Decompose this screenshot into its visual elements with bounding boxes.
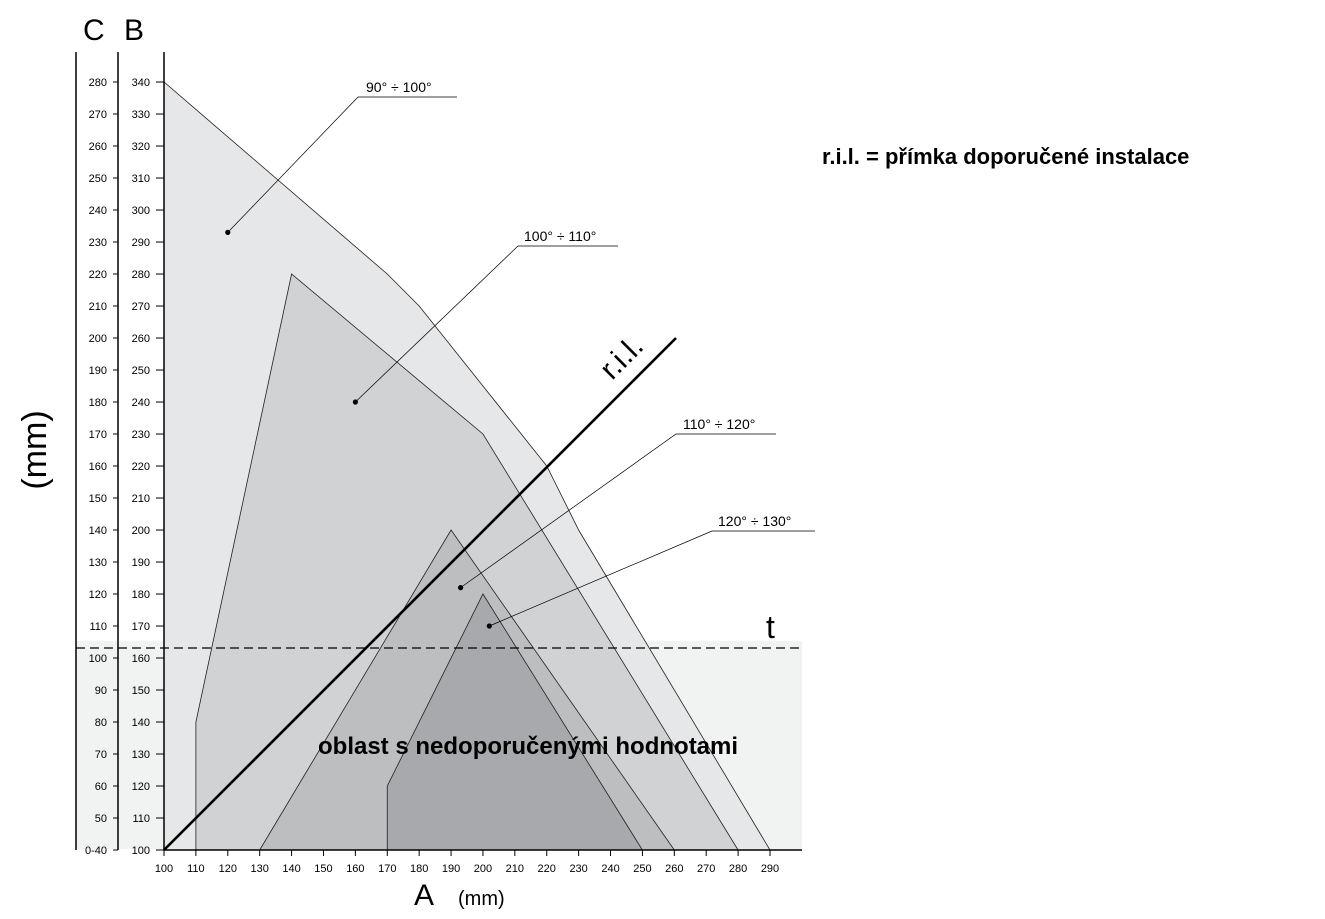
b-tick-label: 140 (132, 717, 150, 729)
b-tick-label: 320 (132, 141, 150, 153)
c-tick-label: 240 (89, 205, 107, 217)
c-tick-label: 180 (89, 397, 107, 409)
b-tick-label: 160 (132, 653, 150, 665)
callout-leader (227, 96, 457, 233)
b-tick-label: 240 (132, 397, 150, 409)
c-tick-label: 160 (89, 461, 107, 473)
c-tick-label: 280 (89, 77, 107, 89)
c-tick-label: 250 (89, 173, 107, 185)
a-tick-label: 200 (474, 863, 492, 875)
b-tick-label: 110 (132, 813, 150, 825)
b-tick-label: 330 (132, 109, 150, 121)
c-tick-label: 220 (89, 269, 107, 281)
b-tick-label: 130 (132, 749, 150, 761)
b-tick-label: 170 (132, 621, 150, 633)
b-tick-label: 290 (132, 237, 150, 249)
c-tick-label: 140 (89, 525, 107, 537)
a-tick-label: 150 (314, 863, 332, 875)
a-tick-label: 290 (761, 863, 779, 875)
c-tick-label: 270 (89, 109, 107, 121)
b-tick-label: 100 (132, 845, 150, 857)
threshold-label: t (766, 609, 775, 645)
c-tick-label: 60 (95, 781, 107, 793)
b-tick-label: 180 (132, 589, 150, 601)
legend-note: r.i.l. = přímka doporučené instalace (822, 144, 1189, 169)
c-tick-label: 170 (89, 429, 107, 441)
a-tick-label: 280 (729, 863, 747, 875)
b-tick-label: 120 (132, 781, 150, 793)
b-tick-label: 250 (132, 365, 150, 377)
axis-a-letter: A (414, 879, 434, 912)
c-tick-label: 90 (95, 685, 107, 697)
b-tick-label: 280 (132, 269, 150, 281)
b-tick-label: 310 (132, 173, 150, 185)
callout-leader (355, 245, 618, 403)
callout-label: 90° ÷ 100° (366, 79, 432, 95)
axis-c-letter: C (83, 14, 105, 47)
c-tick-label: 0-40 (85, 845, 107, 857)
a-tick-label: 140 (282, 863, 300, 875)
b-tick-label: 300 (132, 205, 150, 217)
a-tick-label: 190 (442, 863, 460, 875)
callout-label: 110° ÷ 120° (683, 416, 755, 432)
a-tick-label: 100 (155, 863, 173, 875)
c-tick-label: 130 (89, 557, 107, 569)
axis-b-letter: B (124, 14, 144, 47)
a-tick-label: 230 (569, 863, 587, 875)
c-tick-label: 230 (89, 237, 107, 249)
a-tick-label: 180 (410, 863, 428, 875)
b-tick-label: 260 (132, 333, 150, 345)
c-tick-label: 260 (89, 141, 107, 153)
a-tick-label: 110 (187, 863, 205, 875)
a-tick-label: 130 (251, 863, 269, 875)
callout-leader (460, 433, 776, 588)
c-tick-label: 210 (89, 301, 107, 313)
a-tick-label: 220 (538, 863, 556, 875)
b-tick-label: 150 (132, 685, 150, 697)
ril-label: r.i.l. (594, 330, 650, 386)
c-tick-label: 120 (89, 589, 107, 601)
b-tick-label: 220 (132, 461, 150, 473)
c-tick-label: 100 (89, 653, 107, 665)
c-tick-label: 50 (95, 813, 107, 825)
a-tick-label: 270 (697, 863, 715, 875)
c-tick-label: 80 (95, 717, 107, 729)
c-tick-label: 70 (95, 749, 107, 761)
a-tick-label: 240 (601, 863, 619, 875)
b-tick-label: 200 (132, 525, 150, 537)
a-tick-label: 120 (219, 863, 237, 875)
a-tick-label: 210 (506, 863, 524, 875)
callout-label: 120° ÷ 130° (718, 513, 791, 529)
a-tick-label: 170 (378, 863, 396, 875)
b-tick-label: 340 (132, 77, 150, 89)
callout-leader (489, 530, 815, 627)
b-tick-label: 210 (132, 493, 150, 505)
c-tick-label: 200 (89, 333, 107, 345)
c-tick-label: 150 (89, 493, 107, 505)
y-unit-label: (mm) (16, 410, 54, 489)
a-tick-label: 250 (633, 863, 651, 875)
a-tick-label: 260 (665, 863, 683, 875)
b-tick-label: 270 (132, 301, 150, 313)
axis-a-unit: (mm) (458, 888, 505, 910)
b-tick-label: 230 (132, 429, 150, 441)
ril-line (163, 337, 677, 851)
region-note: oblast s nedoporučenými hodnotami (318, 733, 738, 760)
a-tick-label: 160 (346, 863, 364, 875)
b-tick-label: 190 (132, 557, 150, 569)
c-tick-label: 190 (89, 365, 107, 377)
callout-label: 100° ÷ 110° (524, 228, 596, 244)
c-tick-label: 110 (89, 621, 107, 633)
